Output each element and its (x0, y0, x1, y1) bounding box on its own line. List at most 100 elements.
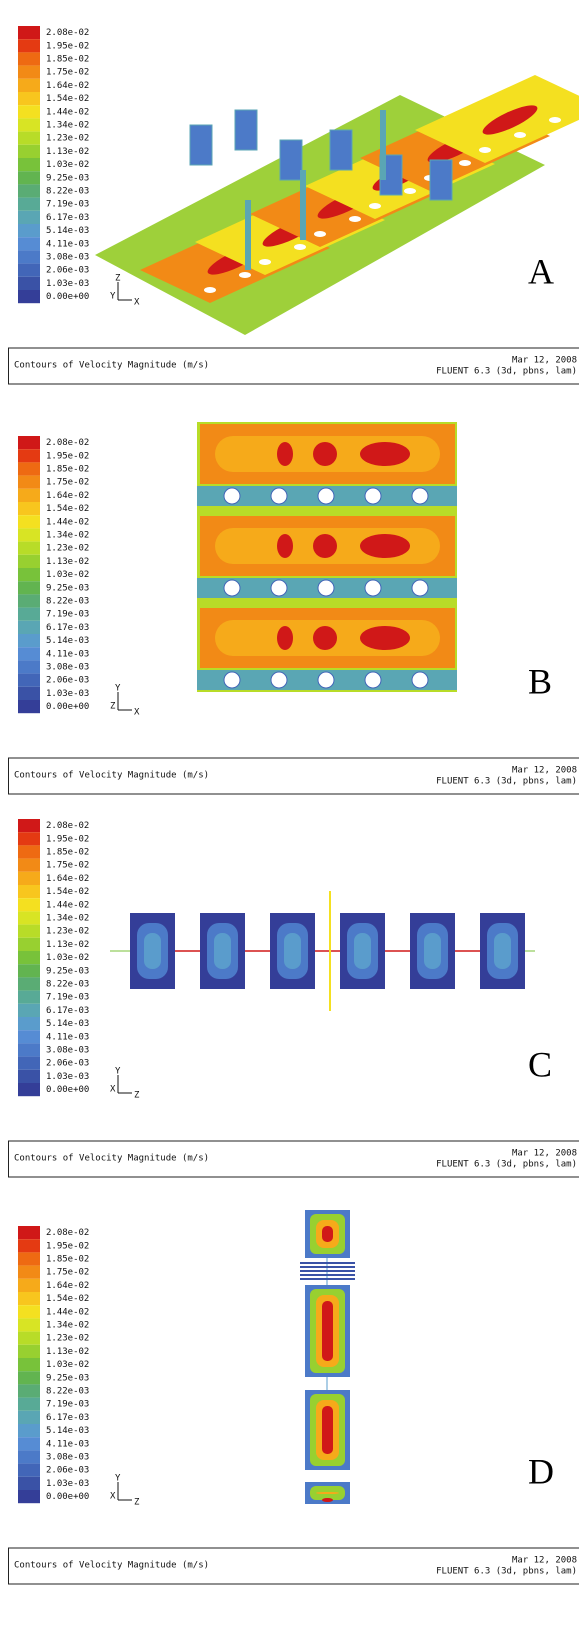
colorbar-label: 1.75e-02 (46, 478, 89, 488)
colorbar-label: 1.64e-02 (46, 1281, 89, 1291)
colorbar-label: 1.95e-02 (46, 41, 89, 51)
colorbar-swatch (18, 977, 40, 990)
colorbar-swatch (18, 885, 40, 898)
panel-letter: B (528, 661, 552, 701)
colorbar-swatch (18, 700, 40, 713)
colorbar-swatch (18, 964, 40, 977)
hole (412, 672, 428, 688)
colorbar-label: 4.11e-03 (46, 1439, 89, 1449)
hot-spot (277, 534, 293, 558)
colorbar-label: 1.44e-02 (46, 107, 89, 117)
colorbar-label: 6.17e-03 (46, 1413, 89, 1423)
colorbar-label: 9.25e-03 (46, 1373, 89, 1383)
hole (514, 132, 526, 138)
colorbar-label: 1.34e-02 (46, 531, 89, 541)
baffle (280, 140, 302, 180)
axis-label: X (110, 1492, 116, 1502)
colorbar-label: 1.03e-02 (46, 953, 89, 963)
colorbar-label: 1.03e-03 (46, 1072, 89, 1082)
colorbar-swatch (18, 555, 40, 568)
hole (404, 188, 416, 194)
hole (479, 147, 491, 153)
colorbar-swatch (18, 898, 40, 911)
colorbar-label: 1.13e-02 (46, 940, 89, 950)
colorbar-swatch (18, 647, 40, 660)
colorbar-swatch (18, 145, 40, 158)
colorbar-label: 2.08e-02 (46, 1228, 89, 1238)
cell-inner (316, 1492, 339, 1494)
hole (271, 488, 287, 504)
hole (459, 160, 471, 166)
baffle (235, 110, 257, 150)
colorbar-label: 1.85e-02 (46, 465, 89, 475)
colorbar-label: 7.19e-03 (46, 993, 89, 1003)
hole (365, 580, 381, 596)
footer-software: FLUENT 6.3 (3d, pbns, lam) (436, 1160, 577, 1170)
colorbar-label: 1.44e-02 (46, 900, 89, 910)
colorbar-label: 1.03e-02 (46, 570, 89, 580)
colorbar-swatch (18, 845, 40, 858)
colorbar-label: 4.11e-03 (46, 239, 89, 249)
footer-date: Mar 12, 2008 (512, 766, 577, 776)
colorbar-swatch (18, 1384, 40, 1397)
colorbar-swatch (18, 674, 40, 687)
hot-spot (360, 534, 410, 558)
colorbar-swatch (18, 660, 40, 673)
colorbar-swatch (18, 1305, 40, 1318)
colorbar-label: 0.00e+00 (46, 1085, 89, 1095)
colorbar-label: 1.44e-02 (46, 1307, 89, 1317)
colorbar-label: 1.75e-02 (46, 68, 89, 78)
colorbar-swatch (18, 132, 40, 145)
colorbar-swatch (18, 290, 40, 303)
hole (365, 488, 381, 504)
hot-spot (360, 626, 410, 650)
colorbar-swatch (18, 1318, 40, 1331)
colorbar-swatch (18, 198, 40, 211)
baffle (330, 130, 352, 170)
footer-title: Contours of Velocity Magnitude (m/s) (14, 771, 209, 781)
colorbar-label: 9.25e-03 (46, 173, 89, 183)
hole (204, 287, 216, 293)
hole (271, 672, 287, 688)
colorbar-label: 1.03e-03 (46, 1479, 89, 1489)
colorbar-swatch (18, 1398, 40, 1411)
baffle (190, 125, 212, 165)
colorbar-swatch (18, 594, 40, 607)
hole (369, 203, 381, 209)
hole (318, 672, 334, 688)
hot-spot (313, 442, 337, 466)
colorbar-swatch (18, 502, 40, 515)
colorbar-swatch (18, 250, 40, 263)
colorbar-swatch (18, 1279, 40, 1292)
colorbar-label: 1.44e-02 (46, 517, 89, 527)
colorbar-label: 8.22e-03 (46, 1387, 89, 1397)
hot-spot (360, 442, 410, 466)
colorbar-label: 1.34e-02 (46, 914, 89, 924)
cell-core (354, 933, 371, 969)
colorbar-swatch (18, 184, 40, 197)
panel-letter: A (528, 251, 554, 291)
colorbar-label: 8.22e-03 (46, 980, 89, 990)
colorbar-label: 1.75e-02 (46, 1268, 89, 1278)
colorbar-label: 2.06e-03 (46, 266, 89, 276)
cell-core (424, 933, 441, 969)
hole (318, 580, 334, 596)
colorbar-swatch (18, 608, 40, 621)
axis-label: X (110, 1085, 116, 1095)
axis-label: Z (110, 702, 116, 712)
axis-label: Z (134, 1091, 140, 1101)
colorbar-label: 5.14e-03 (46, 636, 89, 646)
panel-letter: C (528, 1044, 552, 1084)
colorbar-swatch (18, 489, 40, 502)
colorbar-label: 2.08e-02 (46, 438, 89, 448)
footer-title: Contours of Velocity Magnitude (m/s) (14, 1154, 209, 1164)
colorbar-label: 1.13e-02 (46, 557, 89, 567)
colorbar-label: 1.23e-02 (46, 1334, 89, 1344)
axis-label: Z (134, 1498, 140, 1508)
colorbar-swatch (18, 237, 40, 250)
colorbar-swatch (18, 1083, 40, 1096)
colorbar-swatch (18, 872, 40, 885)
axis-label: Y (110, 292, 116, 302)
colorbar-label: 3.08e-03 (46, 663, 89, 673)
colorbar-swatch (18, 171, 40, 184)
